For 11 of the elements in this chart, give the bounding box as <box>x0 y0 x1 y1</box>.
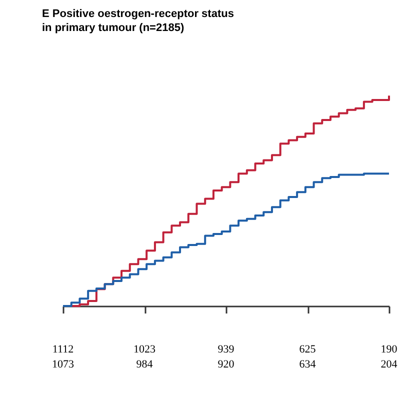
text: 634 <box>299 358 316 370</box>
text: 190 <box>380 344 398 356</box>
text: 1112 <box>52 344 74 356</box>
chart-title: E Positive oestrogen-receptor status in primary tumour (n=2185) <box>42 8 234 34</box>
text: 1073 <box>52 358 74 370</box>
text: 204 <box>380 358 398 370</box>
text: 920 <box>218 358 235 370</box>
text: 1023 <box>134 344 156 356</box>
text: 625 <box>299 344 316 356</box>
text: 939 <box>218 344 235 356</box>
text: 984 <box>136 358 154 370</box>
